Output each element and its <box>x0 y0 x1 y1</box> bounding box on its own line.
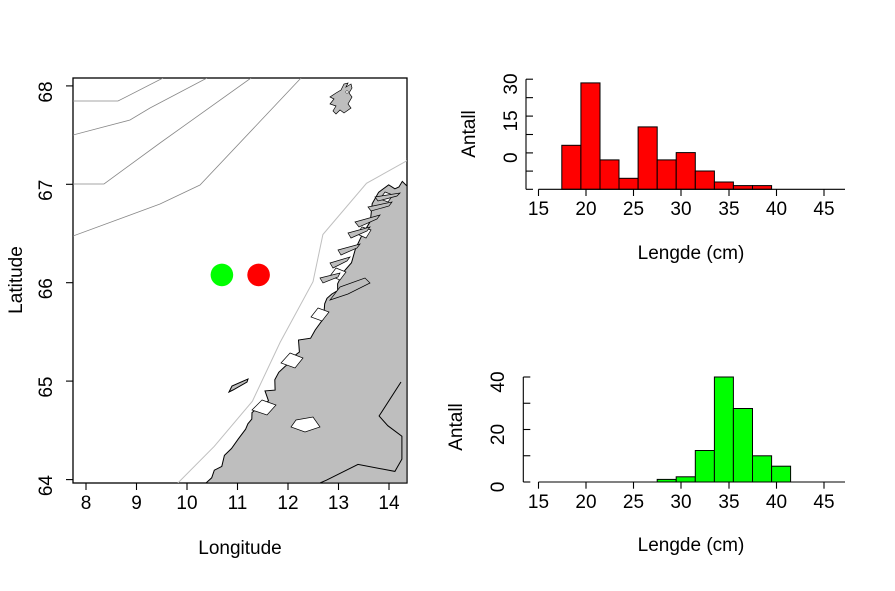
svg-text:Lengde (cm): Lengde (cm) <box>638 535 745 556</box>
svg-text:0: 0 <box>501 152 522 163</box>
svg-text:68: 68 <box>36 81 57 102</box>
svg-text:20: 20 <box>575 492 596 513</box>
svg-text:11: 11 <box>228 493 248 514</box>
svg-text:30: 30 <box>670 199 691 220</box>
svg-text:Lengde (cm): Lengde (cm) <box>638 243 745 264</box>
svg-text:14: 14 <box>378 493 400 514</box>
svg-text:66: 66 <box>36 278 57 299</box>
svg-text:30: 30 <box>501 73 522 94</box>
svg-text:25: 25 <box>623 199 644 220</box>
svg-text:13: 13 <box>328 493 349 514</box>
svg-text:15: 15 <box>528 492 549 513</box>
svg-text:Antall: Antall <box>459 110 480 158</box>
svg-text:10: 10 <box>176 493 197 514</box>
svg-text:40: 40 <box>488 371 509 392</box>
svg-text:Antall: Antall <box>446 403 467 451</box>
svg-text:8: 8 <box>81 493 92 514</box>
svg-text:20: 20 <box>488 424 509 445</box>
svg-text:30: 30 <box>670 492 691 513</box>
svg-text:9: 9 <box>131 493 142 514</box>
svg-text:15: 15 <box>528 199 549 220</box>
svg-text:15: 15 <box>501 110 522 131</box>
svg-text:Longitude: Longitude <box>198 538 281 559</box>
svg-text:45: 45 <box>813 492 834 513</box>
svg-text:20: 20 <box>575 199 596 220</box>
svg-text:67: 67 <box>36 180 57 201</box>
svg-text:0: 0 <box>488 482 509 493</box>
svg-text:45: 45 <box>813 199 834 220</box>
svg-text:64: 64 <box>36 475 57 497</box>
svg-text:35: 35 <box>718 492 739 513</box>
svg-text:25: 25 <box>623 492 644 513</box>
svg-text:65: 65 <box>36 377 57 398</box>
svg-text:35: 35 <box>718 199 739 220</box>
svg-text:12: 12 <box>277 493 298 514</box>
svg-text:Latitude: Latitude <box>6 246 27 314</box>
svg-text:40: 40 <box>766 492 787 513</box>
svg-text:40: 40 <box>766 199 787 220</box>
